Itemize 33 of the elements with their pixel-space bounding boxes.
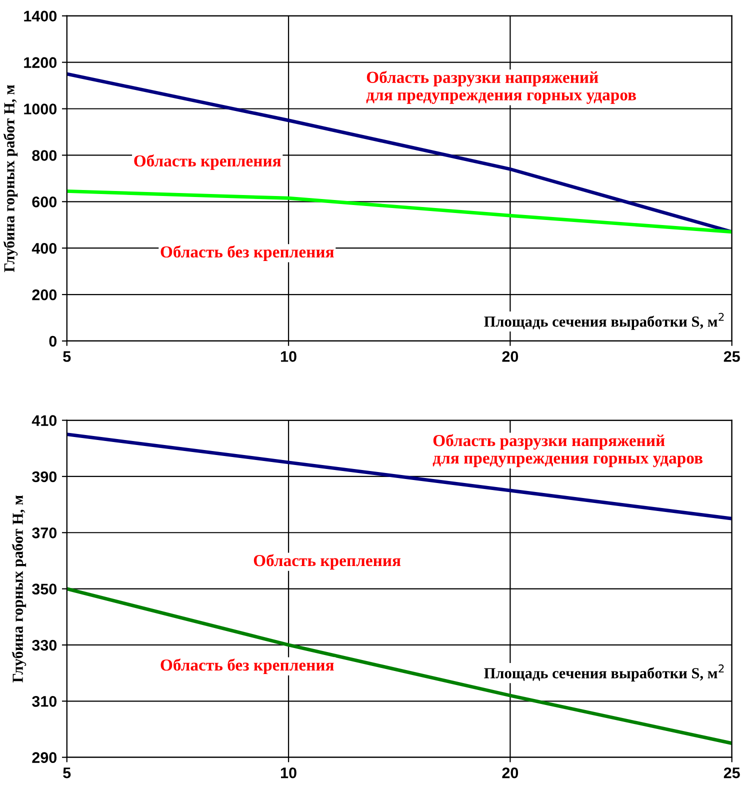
y-tick-label: 400 [32, 242, 57, 254]
y-tick-label: 1200 [24, 57, 57, 68]
x-tick-label: 20 [502, 767, 518, 778]
y-tick-label: 330 [32, 640, 57, 651]
y-tick-label: 290 [32, 752, 57, 763]
y-tick-label: 1400 [24, 10, 57, 22]
y-tick-label: 410 [32, 415, 57, 426]
y-tick-label: 390 [32, 471, 57, 482]
x-tick-label: 5 [63, 351, 71, 362]
y-axis-title: Глубина горных работ Н, м [12, 495, 26, 682]
annotation: Область без крепления [160, 658, 334, 674]
y-tick-label: 1000 [24, 104, 57, 114]
x-tick-label: 10 [281, 767, 296, 778]
y-tick-label: 370 [32, 528, 57, 538]
x-tick-label: 10 [281, 351, 296, 362]
x-tick-label: 25 [724, 767, 740, 778]
annotation: Область крепления [134, 154, 281, 170]
y-axis-title: Глубина горных работ Н, м [3, 84, 18, 272]
y-tick-label: 0 [49, 336, 57, 347]
y-tick-label: 800 [32, 150, 57, 161]
y-tick-label: 600 [32, 196, 57, 208]
x-tick-label: 5 [63, 768, 71, 778]
x-tick-label: 20 [502, 351, 518, 362]
x-axis-title: Площадь сечения выработки S, м$^{2}$ [484, 664, 724, 682]
annotation: Область без крепления [160, 245, 334, 261]
x-axis-title: Площадь сечения выработки S, м$^{2}$ [484, 312, 724, 330]
annotation: Область крепления [254, 554, 401, 570]
annotation: Область разрузки напряжений для предупреждения горных ударов [432, 434, 703, 468]
y-tick-label: 350 [32, 584, 57, 595]
x-tick-label: 25 [724, 351, 740, 362]
y-tick-label: 200 [32, 289, 57, 300]
y-tick-label: 310 [32, 696, 57, 707]
annotation: Область разрузки напряжений для предупреждения горных ударов [366, 70, 636, 104]
